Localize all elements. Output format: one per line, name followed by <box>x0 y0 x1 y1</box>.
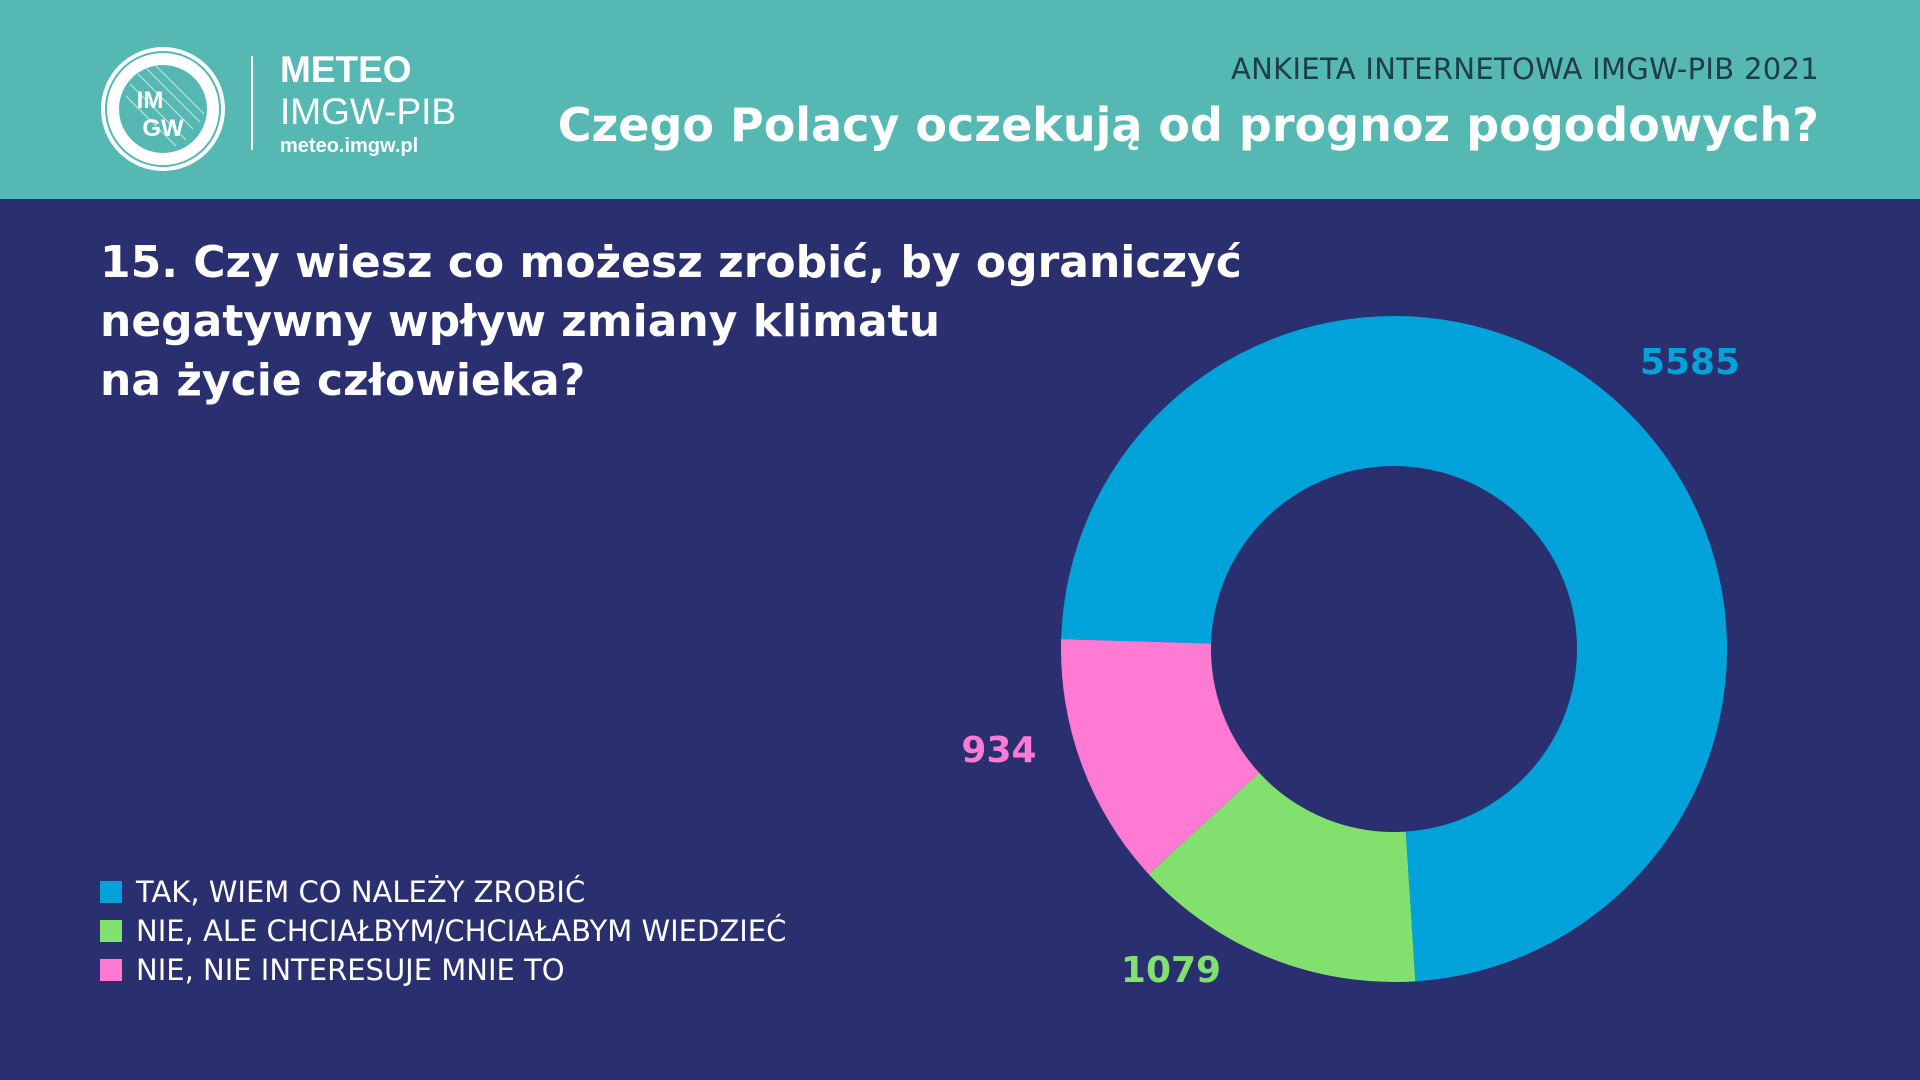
logo-text-top: IM <box>137 87 164 114</box>
question-line-1: 15. Czy wiesz co możesz zrobić, by ogran… <box>100 237 1242 288</box>
survey-label: ANKIETA INTERNETOWA IMGW-PIB 2021 <box>1231 52 1819 86</box>
question-line-2: negatywny wpływ zmiany klimatu <box>100 296 941 347</box>
brand-subtitle: IMGW-PIB <box>280 91 457 132</box>
donut-slice-nie-chce <box>1148 772 1416 982</box>
donut-slice-nie-interesuje <box>1061 639 1260 875</box>
value-label-nie-chce: 1079 <box>1121 950 1221 991</box>
legend-swatch-nie-interesuje <box>100 958 122 981</box>
question-text: 15. Czy wiesz co możesz zrobić, by ogran… <box>100 233 1260 410</box>
brand-url: meteo.imgw.pl <box>280 135 419 157</box>
logo-text-bottom: GW <box>142 115 184 142</box>
legend-label-nie-chce: NIE, ALE CHCIAŁBYM/CHCIAŁABYM WIEDZIEĆ <box>136 913 787 948</box>
legend-swatch-tak <box>100 880 122 903</box>
legend-item-nie-chce: NIE, ALE CHCIAŁBYM/CHCIAŁABYM WIEDZIEĆ <box>100 911 786 950</box>
legend-swatch-nie-chce <box>100 919 122 942</box>
value-label-tak: 5585 <box>1640 342 1740 383</box>
donut-slice-tak <box>1061 316 1728 982</box>
imgw-logo: IM GW <box>101 47 225 171</box>
chart-legend: TAK, WIEM CO NALEŻY ZROBIĆ NIE, ALE CHCI… <box>100 872 786 989</box>
brand-title: METEO <box>280 49 412 90</box>
legend-item-nie-interesuje: NIE, NIE INTERESUJE MNIE TO <box>100 950 786 989</box>
legend-label-nie-interesuje: NIE, NIE INTERESUJE MNIE TO <box>136 952 565 987</box>
logo-divider <box>251 56 253 150</box>
legend-item-tak: TAK, WIEM CO NALEŻY ZROBIĆ <box>100 872 786 911</box>
question-line-3: na życie człowieka? <box>100 355 586 406</box>
legend-label-tak: TAK, WIEM CO NALEŻY ZROBIĆ <box>136 874 586 909</box>
header-bar: IM GW METEO IMGW-PIB meteo.imgw.pl ANKIE… <box>0 0 1920 199</box>
main-title: Czego Polacy oczekują od prognoz pogodow… <box>557 98 1819 152</box>
value-label-nie-interesuje: 934 <box>961 730 1036 771</box>
